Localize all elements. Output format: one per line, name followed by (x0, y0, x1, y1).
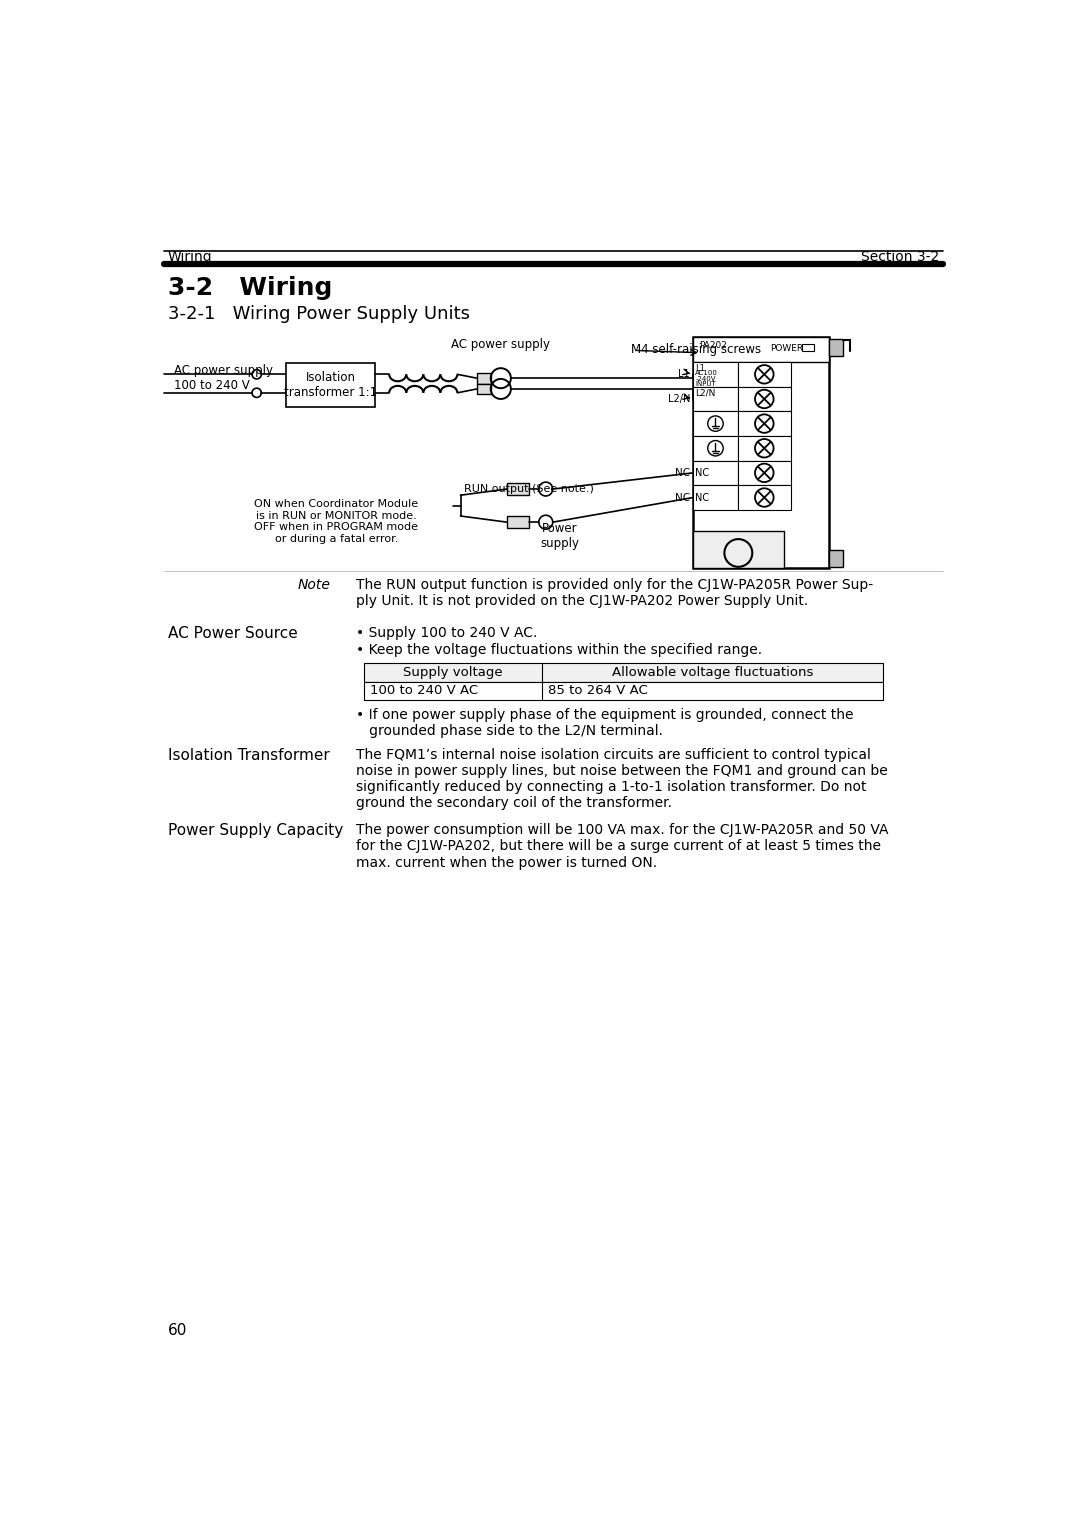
Bar (507, 516, 529, 529)
Text: NC: NC (696, 468, 710, 478)
Text: Isolation
transformer 1:1: Isolation transformer 1:1 (284, 371, 377, 399)
Bar (286, 362, 375, 408)
Bar (801, 344, 814, 351)
Text: L1: L1 (678, 370, 690, 379)
Text: • Supply 100 to 240 V AC.: • Supply 100 to 240 V AC. (356, 626, 537, 640)
Bar (828, 550, 842, 567)
Text: 3-2   Wiring: 3-2 Wiring (167, 275, 332, 299)
Text: M4 self-raising screws: M4 self-raising screws (631, 342, 761, 356)
Text: • If one power supply phase of the equipment is grounded, connect the
   grounde: • If one power supply phase of the equip… (356, 707, 853, 738)
Bar (693, 435, 738, 460)
Text: INPUT: INPUT (696, 382, 716, 387)
Text: PA202: PA202 (699, 341, 727, 350)
Text: Note: Note (298, 578, 330, 591)
Bar (476, 373, 490, 384)
Text: Allowable voltage fluctuations: Allowable voltage fluctuations (611, 666, 813, 678)
Bar (693, 387, 738, 411)
Text: 85 to 264 V AC: 85 to 264 V AC (548, 685, 648, 697)
Text: AC power supply
100 to 240 V: AC power supply 100 to 240 V (174, 364, 273, 393)
Bar (693, 460, 738, 486)
Text: NC: NC (675, 492, 690, 503)
Bar (738, 411, 791, 435)
Text: Isolation Transformer: Isolation Transformer (167, 747, 329, 762)
Text: Power Supply Capacity: Power Supply Capacity (167, 824, 342, 839)
Text: 3-2-1   Wiring Power Supply Units: 3-2-1 Wiring Power Supply Units (167, 306, 470, 322)
Text: AC100: AC100 (696, 370, 718, 376)
Bar (507, 483, 529, 495)
Text: AC Power Source: AC Power Source (167, 626, 297, 642)
Bar (693, 411, 738, 435)
Text: -240V: -240V (696, 376, 716, 382)
Text: ON when Coordinator Module
is in RUN or MONITOR mode.
OFF when in PROGRAM mode
o: ON when Coordinator Module is in RUN or … (255, 500, 419, 544)
Bar (693, 338, 828, 362)
Bar (738, 460, 791, 486)
Text: Supply voltage: Supply voltage (403, 666, 502, 678)
Text: NC: NC (696, 492, 710, 503)
Text: 60: 60 (167, 1323, 187, 1339)
Bar (693, 362, 738, 387)
Text: POWER: POWER (770, 344, 804, 353)
Text: Section 3-2: Section 3-2 (861, 251, 940, 264)
Text: L1: L1 (696, 364, 705, 373)
Text: The RUN output function is provided only for the CJ1W-PA205R Power Sup-
ply Unit: The RUN output function is provided only… (356, 578, 873, 608)
Bar (364, 663, 882, 681)
Text: The FQM1’s internal noise isolation circuits are sufficient to control typical
n: The FQM1’s internal noise isolation circ… (356, 747, 888, 810)
Bar (693, 486, 738, 510)
Text: NC: NC (675, 468, 690, 478)
Text: 100 to 240 V AC: 100 to 240 V AC (369, 685, 478, 697)
Bar (738, 486, 791, 510)
Bar (738, 435, 791, 460)
Text: • Keep the voltage fluctuations within the specified range.: • Keep the voltage fluctuations within t… (356, 643, 762, 657)
Text: AC power supply: AC power supply (451, 338, 551, 351)
Text: L2/N: L2/N (667, 394, 690, 403)
Bar (738, 362, 791, 387)
Bar (738, 387, 791, 411)
Text: Power
supply: Power supply (540, 523, 579, 550)
Bar (693, 532, 784, 568)
Text: The power consumption will be 100 VA max. for the CJ1W-PA205R and 50 VA
for the : The power consumption will be 100 VA max… (356, 824, 889, 869)
Text: RUN output (See note.): RUN output (See note.) (463, 484, 594, 494)
Bar (476, 384, 490, 394)
Text: Wiring: Wiring (167, 251, 212, 264)
Bar (364, 681, 882, 700)
Text: L2/N: L2/N (696, 388, 716, 397)
Bar (828, 339, 842, 356)
Bar (693, 338, 828, 568)
